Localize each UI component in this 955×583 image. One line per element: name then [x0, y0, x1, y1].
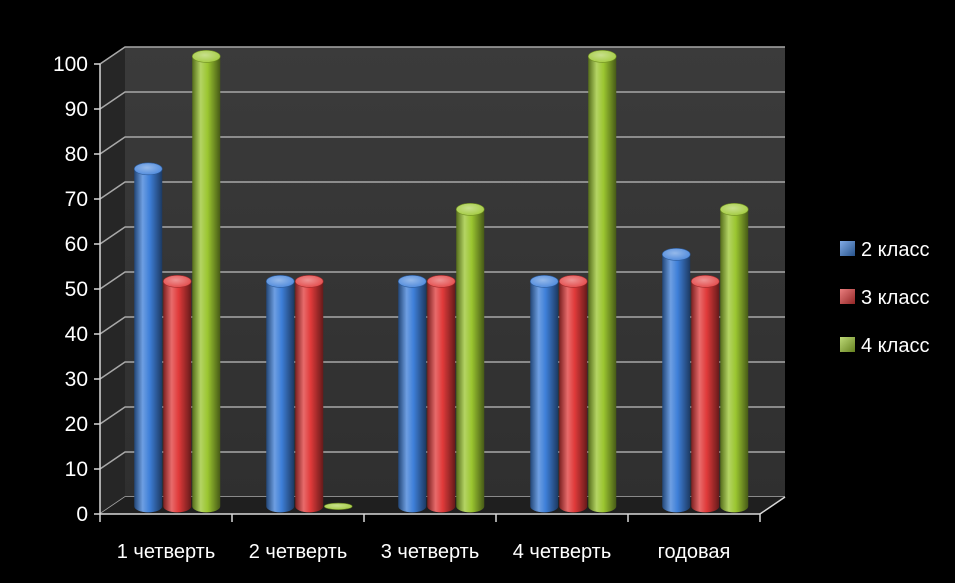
x-tick-label: 2 четверть: [249, 541, 348, 563]
bar-top: [162, 275, 192, 288]
bar-body: [662, 254, 691, 513]
y-axis-tick-labels: 0 10 20 30 40 50 60 70 80 90 100: [53, 53, 88, 526]
bar: [529, 275, 559, 513]
bar: [690, 275, 720, 513]
bar-top: [191, 50, 221, 63]
bar-body: [456, 209, 485, 513]
legend-item: 2 класс: [840, 239, 929, 261]
gridline: [99, 226, 785, 245]
bar-body: [295, 281, 324, 513]
legend-swatch: [840, 337, 855, 352]
bars: [133, 50, 749, 513]
bar: [558, 275, 588, 513]
y-tick-label: 90: [65, 98, 88, 121]
bar-top: [397, 275, 427, 288]
bar: [587, 50, 617, 513]
y-tick-label: 100: [53, 53, 88, 76]
legend-label: 3 класс: [861, 287, 929, 309]
x-tick-label: 3 четверть: [381, 541, 480, 563]
bar: [426, 275, 456, 513]
bar-top: [661, 248, 691, 261]
bar: [162, 275, 192, 513]
y-tick-label: 60: [65, 233, 88, 256]
gridline: [99, 46, 785, 65]
gridline: [99, 271, 785, 290]
legend-swatch: [840, 289, 855, 304]
gridline: [99, 91, 785, 110]
x-tick-label: 1 четверть: [117, 541, 216, 563]
bar-top: [587, 50, 617, 63]
bar-body: [588, 56, 617, 513]
bar: [719, 203, 749, 513]
bar-top: [294, 275, 324, 288]
bar-body: [559, 281, 588, 513]
bar: [455, 203, 485, 513]
y-tick-label: 50: [65, 278, 88, 301]
bar-body: [163, 281, 192, 513]
x-tick-label: 4 четверть: [513, 541, 612, 563]
bar: [661, 248, 691, 513]
y-tick-label: 20: [65, 413, 88, 436]
bar-top: [558, 275, 588, 288]
bar-top: [719, 203, 749, 216]
bar: [133, 162, 163, 513]
y-tick-label: 30: [65, 368, 88, 391]
y-tick-label: 80: [65, 143, 88, 166]
bar-body: [192, 56, 221, 513]
y-tick-label: 40: [65, 323, 88, 346]
x-axis-depth-line: [759, 496, 786, 515]
y-tick-label: 10: [65, 458, 88, 481]
gridline: [99, 136, 785, 155]
legend-label: 4 класс: [861, 335, 929, 357]
x-axis-tick-labels: 1 четверть 2 четверть 3 четверть 4 четверть…: [117, 541, 731, 563]
bar: [294, 275, 324, 513]
bar-top: [323, 502, 353, 510]
bar: [397, 275, 427, 513]
x-tick-label: годовая: [658, 541, 731, 563]
bar-body: [720, 209, 749, 513]
bar-top: [426, 275, 456, 288]
bar-top: [690, 275, 720, 288]
legend-swatch: [840, 241, 855, 256]
y-tick-label: 0: [76, 503, 88, 526]
bar-body: [398, 281, 427, 513]
bar: [191, 50, 221, 513]
bar-body: [691, 281, 720, 513]
bar: [323, 502, 353, 510]
bar-body: [266, 281, 295, 513]
bar-body: [427, 281, 456, 513]
gridline: [99, 181, 785, 200]
bar-top: [133, 162, 163, 176]
bar-top: [265, 275, 295, 288]
legend: 2 класс 3 класс 4 класс: [840, 239, 929, 357]
legend-item: 4 класс: [840, 335, 929, 357]
bar-body: [134, 168, 163, 513]
axes: [94, 63, 786, 522]
bar: [265, 275, 295, 513]
legend-label: 2 класс: [861, 239, 929, 261]
legend-item: 3 класс: [840, 287, 929, 309]
bar-body: [530, 281, 559, 513]
bar-top: [455, 203, 485, 216]
bar-top: [529, 275, 559, 288]
y-tick-label: 70: [65, 188, 88, 211]
